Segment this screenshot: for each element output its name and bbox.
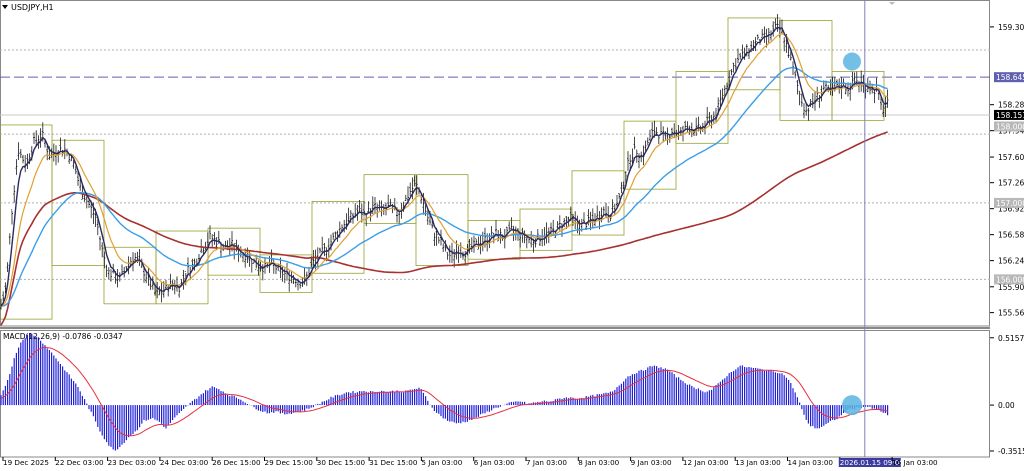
time-label: 12 Jan 03:00 [683,458,729,467]
price-tick-label: 155.565 [998,309,1024,318]
time-label: 6 Jan 03:00 [474,458,515,467]
time-label: 7 Jan 03:00 [526,458,567,467]
time-label: 2026.01.15 09:00 [840,458,905,467]
price-tag [994,121,1024,132]
price-tick-label: 156.585 [998,231,1024,240]
session-box [675,71,729,144]
main-pane-frame [0,0,990,327]
time-label: 22 Dec 03:00 [55,458,104,467]
price-highlight-marker [843,52,861,71]
time-label: 5 Jan 03:00 [421,458,462,467]
time-label: 29 Dec 15:00 [265,458,314,467]
session-box [0,124,53,320]
session-box [311,200,365,274]
session-box [831,71,885,121]
time-label: 23 Dec 03:00 [108,458,157,467]
time-label: 30 Dec 15:00 [317,458,366,467]
price-tick-label: 156.245 [998,257,1024,266]
session-box [415,174,469,267]
macd-highlight-marker [842,395,862,416]
symbol-menu-triangle-icon[interactable] [2,5,8,9]
session-boxes [0,17,885,320]
scroll-marker-icon [889,2,895,5]
macd-tick-label: -0.3515 [998,447,1024,456]
macd-signal-line [0,346,888,437]
session-box [727,17,781,91]
cursor-overlay [842,0,866,457]
time-label: 19 Dec 2025 [3,458,49,467]
price-tag-label: 158.645 [996,73,1024,82]
time-label: 24 Dec 03:00 [160,458,209,467]
macd-pane-frame [0,330,990,458]
time-axis: 19 Dec 2025 22 Dec 03:00 23 Dec 03:00 24 De… [2,457,938,467]
session-box [623,120,677,190]
price-tick-label: 157.600 [998,153,1024,162]
time-label: 9 Jan 03:00 [631,458,672,467]
price-tick-label: 157.265 [998,179,1024,188]
price-tag-label: 156.000 [996,275,1024,284]
price-tag [994,197,1024,208]
price-tag [994,72,1024,83]
price-tag [994,109,1024,120]
macd-label: MACD(12,26,9) -0.0786 -0.0347 [3,332,123,341]
price-tag-label: 157.000 [996,199,1024,208]
price-tick-label: 156.925 [998,205,1024,214]
time-cursor-tag [838,458,901,467]
ema-fast-line [0,26,889,307]
time-label: 26 Dec 15:00 [212,458,261,467]
macd-tick-label: 0.00 [998,401,1015,410]
price-tick-label: 159.303 [998,23,1024,32]
time-label: 13 Jan 03:00 [735,458,781,467]
price-tick-label: 155.903 [998,283,1024,292]
ema-mid-line [0,33,888,307]
time-label: 16 Jan 03:00 [892,458,938,467]
price-tag [994,274,1024,285]
ema-slow-line [0,67,888,307]
horizontal-levels [0,49,990,280]
price-axis: 159.303158.285157.945157.600157.265156.9… [990,23,1024,456]
sma-long-line [0,131,888,326]
session-box [779,20,833,121]
time-label: 14 Jan 03:00 [788,458,834,467]
moving-averages [0,26,889,326]
macd-tick-label: 0.5157 [998,334,1024,343]
price-tag-label: 158.151 [996,111,1024,120]
time-label: 31 Dec 15:00 [369,458,418,467]
time-label: 8 Jan 03:00 [578,458,619,467]
macd-histogram [0,333,889,451]
price-tick-label: 158.285 [998,101,1024,110]
price-tag-label: 158.000 [996,122,1024,131]
symbol-label: USDJPY,H1 [11,3,54,12]
